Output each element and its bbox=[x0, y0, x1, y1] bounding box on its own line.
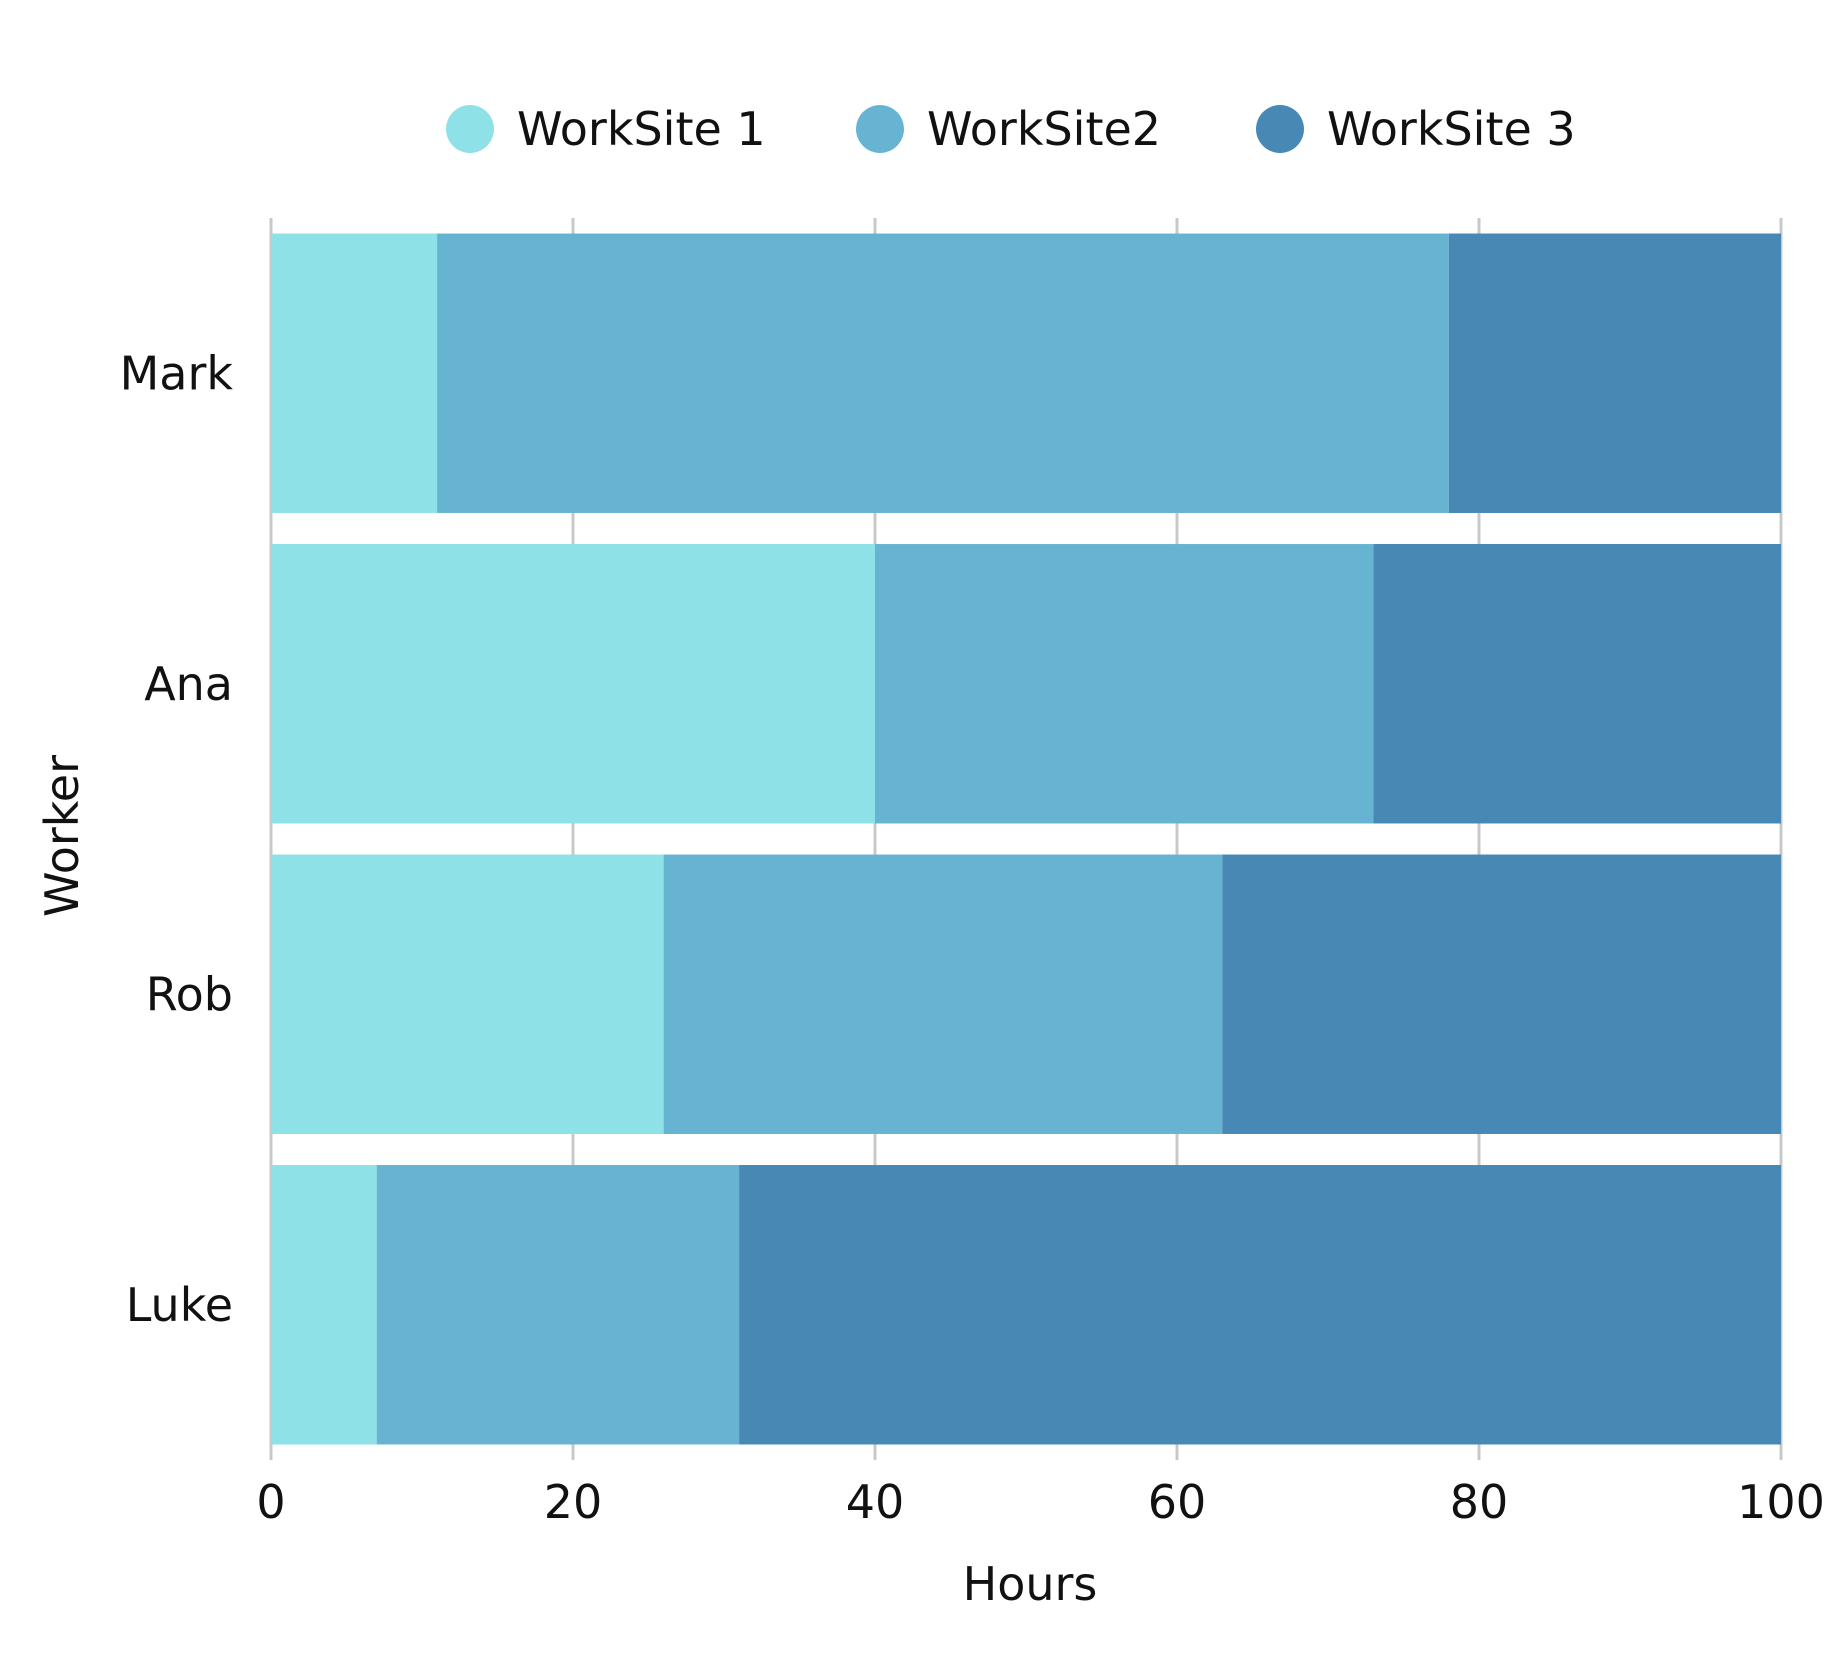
category-label-mark: Mark bbox=[120, 346, 234, 400]
bars bbox=[271, 233, 1781, 1445]
bar-ana-series-2 bbox=[875, 544, 1374, 824]
legend: WorkSite 1 WorkSite2 WorkSite 3 bbox=[446, 102, 1576, 156]
legend-swatch-2 bbox=[856, 105, 904, 153]
legend-label-3: WorkSite 3 bbox=[1327, 102, 1576, 156]
bar-rob-series-2 bbox=[663, 854, 1223, 1134]
bar-mark-series-1 bbox=[271, 233, 438, 513]
x-axis-ticks: 0 20 40 60 80 100 bbox=[256, 1475, 1825, 1529]
legend-label-2: WorkSite2 bbox=[927, 102, 1161, 156]
x-tick-label-0: 0 bbox=[256, 1475, 285, 1529]
category-label-ana: Ana bbox=[144, 657, 233, 711]
bar-ana-series-1 bbox=[271, 544, 875, 824]
bar-mark-series-3 bbox=[1448, 233, 1781, 513]
x-tick-label-2: 40 bbox=[846, 1475, 905, 1529]
x-tick-label-4: 80 bbox=[1450, 1475, 1509, 1529]
category-label-luke: Luke bbox=[126, 1278, 233, 1332]
legend-label-1: WorkSite 1 bbox=[517, 102, 766, 156]
bar-ana-series-3 bbox=[1373, 544, 1781, 824]
bar-mark-series-2 bbox=[437, 233, 1449, 513]
category-label-rob: Rob bbox=[146, 967, 233, 1021]
x-axis-title: Hours bbox=[963, 1557, 1098, 1611]
x-tick-label-5: 100 bbox=[1737, 1475, 1825, 1529]
legend-swatch-3 bbox=[1256, 105, 1304, 153]
y-axis-categories: Mark Ana Rob Luke bbox=[120, 346, 234, 1332]
bar-rob-series-3 bbox=[1222, 854, 1781, 1134]
bar-luke-series-3 bbox=[739, 1165, 1781, 1445]
x-tick-label-3: 60 bbox=[1148, 1475, 1207, 1529]
legend-swatch-1 bbox=[446, 105, 494, 153]
x-tick-label-1: 20 bbox=[544, 1475, 603, 1529]
bar-rob-series-1 bbox=[271, 854, 664, 1134]
y-axis-title: Worker bbox=[35, 755, 89, 917]
bar-luke-series-2 bbox=[376, 1165, 740, 1445]
bar-luke-series-1 bbox=[271, 1165, 377, 1445]
